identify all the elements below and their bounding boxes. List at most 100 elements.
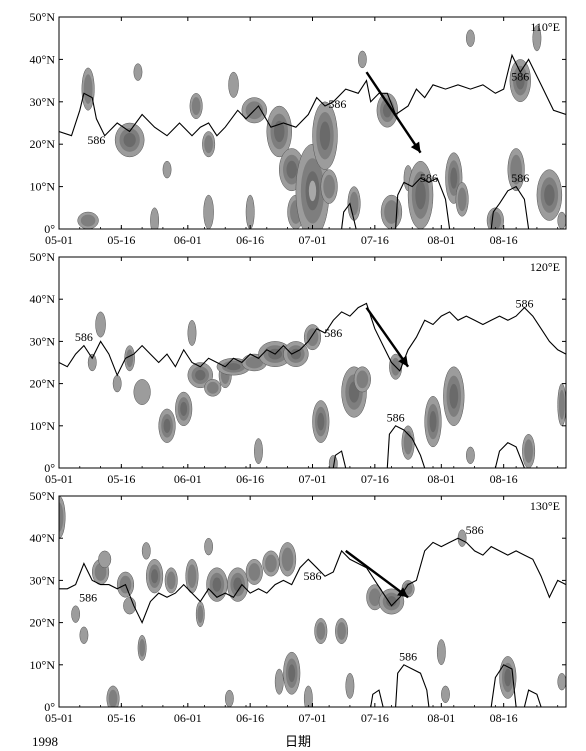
panel-longitude-label: 120°E [530, 260, 560, 274]
shaded-region-peak [308, 180, 317, 202]
shaded-region-core [233, 577, 243, 592]
shaded-region-inner [384, 200, 399, 224]
ridge-line-586 [59, 537, 566, 624]
contour-label-586: 586 [75, 330, 93, 344]
shaded-region-inner [187, 564, 197, 588]
y-tick-label: 10°N [30, 658, 56, 672]
shaded-region-inner [510, 154, 522, 185]
shaded-region [357, 50, 367, 69]
shaded-region [98, 550, 112, 568]
shaded-region [436, 639, 446, 666]
shaded-region-inner [197, 605, 204, 624]
x-tick-label: 05-01 [45, 472, 73, 486]
shaded-region-core [429, 410, 437, 433]
y-tick-label: 20°N [30, 377, 56, 391]
shaded-region-core [544, 184, 555, 206]
ridge-line-586 [59, 302, 566, 377]
panel-1: 586 586 586 586 586 110°E 0° 10°N 20°N 30°N 40°N 50… [30, 10, 567, 247]
panel-plot-area: 586 586 586 586 [59, 496, 566, 707]
trend-arrow-shaft [345, 549, 409, 599]
y-tick-label: 20°N [30, 616, 56, 630]
shaded-region-inner [281, 547, 294, 572]
shaded-region-inner [139, 639, 146, 657]
shaded-region-inner [349, 191, 359, 216]
y-tick-label: 50°N [30, 489, 56, 503]
shaded-region-core [290, 348, 302, 360]
y-tick-label: 0° [44, 222, 55, 236]
y-tick-label: 40°N [30, 52, 56, 66]
shaded-region [274, 668, 284, 695]
shaded-region [204, 537, 214, 556]
shaded-region [557, 211, 566, 229]
shaded-region-inner [59, 502, 64, 532]
shaded-region [441, 685, 450, 704]
shaded-region-core [286, 160, 297, 179]
x-tick-label: 07-01 [299, 711, 327, 725]
low-contour-586 [370, 664, 542, 707]
x-tick-label: 07-16 [361, 472, 389, 486]
shaded-region [466, 446, 475, 465]
shaded-region [532, 25, 542, 52]
shaded-region [133, 63, 143, 81]
x-tick-label: 07-16 [361, 711, 389, 725]
ridge-line-586 [59, 53, 566, 137]
trend-arrow-shaft [365, 71, 422, 154]
x-tick-label: 05-16 [107, 233, 135, 247]
panel-3: 586 586 586 586 130°E 0° 10°N 20°N 30°N 40°N 50°N 0… [30, 489, 567, 725]
contour-label-586: 586 [79, 590, 97, 604]
contour-label-586: 586 [87, 133, 105, 147]
x-tick-label: 06-16 [236, 711, 264, 725]
shaded-region [557, 672, 566, 691]
trend-arrow-shaft [365, 306, 410, 368]
shaded-region-core [319, 121, 331, 150]
shaded-region [303, 685, 313, 707]
shaded-region-inner [166, 571, 176, 590]
shaded-region-inner [457, 187, 467, 212]
shaded-region [133, 379, 151, 405]
shaded-region-inner [558, 389, 565, 420]
shaded-region [141, 542, 151, 560]
y-tick-label: 50°N [30, 250, 56, 264]
shaded-region-inner [524, 439, 533, 463]
shaded-region [228, 71, 239, 98]
shaded-region-inner [403, 582, 413, 595]
y-tick-label: 0° [44, 700, 55, 714]
trend-arrow-head [398, 355, 409, 367]
y-tick-label: 40°N [30, 531, 56, 545]
shaded-region-core [415, 180, 426, 210]
x-tick-label: 07-01 [299, 233, 327, 247]
y-tick-label: 0° [44, 461, 55, 475]
contour-label-586: 586 [420, 171, 438, 185]
shaded-region-core [226, 363, 241, 371]
y-tick-label: 20°N [30, 137, 56, 151]
x-tick-label: 06-16 [236, 233, 264, 247]
shaded-region [224, 689, 234, 707]
x-tick-label: 08-01 [427, 711, 455, 725]
x-tick-label: 05-16 [107, 472, 135, 486]
shaded-region [328, 455, 338, 468]
y-tick-label: 40°N [30, 292, 56, 306]
x-tick-label: 05-16 [107, 711, 135, 725]
x-tick-label: 06-01 [174, 472, 202, 486]
contour-label-586: 586 [387, 410, 405, 424]
trend-arrow-head [410, 141, 421, 153]
shaded-region [150, 207, 159, 229]
shaded-region [95, 311, 106, 338]
shaded-region-inner [83, 74, 93, 104]
panel-longitude-label: 130°E [530, 499, 560, 513]
shaded-region [345, 672, 355, 699]
contour-label-586: 586 [466, 523, 484, 537]
shaded-region-inner [80, 214, 96, 227]
shaded-region [123, 597, 137, 615]
contour-label-586: 586 [399, 649, 417, 663]
shaded-region [466, 29, 475, 47]
shaded-region-core [195, 369, 206, 381]
shaded-region-inner [337, 622, 346, 640]
x-tick-label: 06-01 [174, 711, 202, 725]
contour-label-586: 586 [511, 171, 529, 185]
shaded-region [187, 320, 197, 346]
shaded-region-core [180, 401, 188, 417]
panel-plot-area: 586 586 586 586 586 [59, 25, 566, 229]
shaded-region-core [274, 120, 285, 143]
shaded-region-inner [248, 563, 261, 581]
